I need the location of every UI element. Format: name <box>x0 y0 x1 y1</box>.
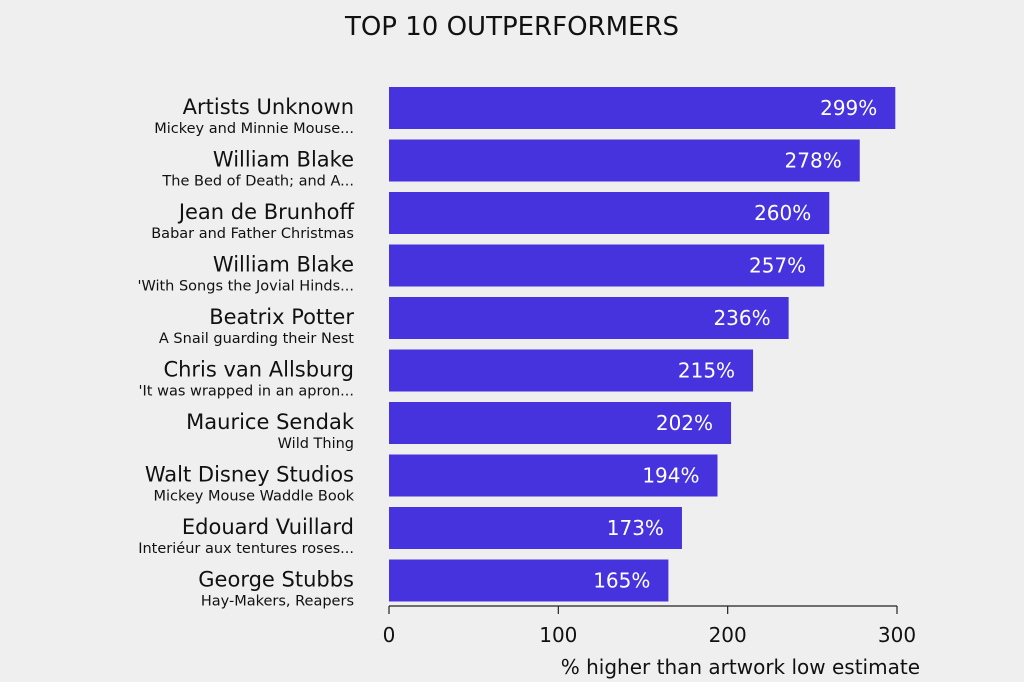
bar <box>389 297 789 339</box>
bars-group: 299% 278% 260% 257% 236% 215% 202% 194% 173% 165% <box>389 87 896 602</box>
artwork-label: Hay-Makers, Reapers <box>201 594 354 610</box>
x-axis-label: % higher than artwork low estimate <box>561 655 920 679</box>
artwork-label: The Bed of Death; and A... <box>161 174 354 190</box>
artwork-label: 'It was wrapped in an apron... <box>139 384 354 400</box>
bar-value-label: 215% <box>678 359 735 383</box>
bar-value-label: 257% <box>749 254 806 278</box>
category-labels: Artists Unknown Mickey and Minnie Mouse..… <box>137 95 354 610</box>
artwork-label: Mickey Mouse Waddle Book <box>153 489 354 505</box>
artist-label: Jean de Brunhoff <box>177 200 355 224</box>
artist-label: William Blake <box>213 148 354 172</box>
x-tick-label: 100 <box>539 623 577 647</box>
bar <box>389 244 825 287</box>
artwork-label: Mickey and Minnie Mouse... <box>154 121 354 137</box>
bar <box>389 402 732 444</box>
bar-value-label: 299% <box>820 96 877 120</box>
bar-value-label: 173% <box>607 516 664 540</box>
artwork-label: Wild Thing <box>278 436 354 452</box>
artwork-label: Babar and Father Christmas <box>151 226 354 242</box>
artwork-label: 'With Songs the Jovial Hinds... <box>137 279 354 295</box>
x-tick-label: 300 <box>878 623 916 647</box>
bar-value-label: 202% <box>656 411 713 435</box>
bar-value-label: 165% <box>593 569 650 593</box>
artist-label: Maurice Sendak <box>186 410 355 434</box>
bar-value-label: 194% <box>642 464 699 488</box>
artist-label: William Blake <box>213 253 354 277</box>
bar <box>389 192 830 234</box>
x-tick-label: 0 <box>383 623 396 647</box>
artist-label: Artists Unknown <box>183 95 354 119</box>
artist-label: Walt Disney Studios <box>145 463 354 487</box>
bar <box>389 454 718 497</box>
artist-label: Beatrix Potter <box>209 305 354 329</box>
bar <box>389 87 896 129</box>
bar-value-label: 236% <box>713 306 770 330</box>
x-tick-label: 200 <box>709 623 747 647</box>
artist-label: Chris van Allsburg <box>163 358 354 382</box>
bar-value-label: 260% <box>754 201 811 225</box>
artwork-label: A Snail guarding their Nest <box>159 331 354 347</box>
artist-label: George Stubbs <box>198 568 354 592</box>
artwork-label: Interiéur aux tentures roses... <box>138 541 354 557</box>
x-axis-ticks: 0 100 200 300 <box>383 606 916 647</box>
bar <box>389 559 669 602</box>
bar-value-label: 278% <box>785 149 842 173</box>
bar <box>389 349 754 392</box>
artist-label: Edouard Vuillard <box>182 515 354 539</box>
bar <box>389 507 682 549</box>
chart-title: TOP 10 OUTPERFORMERS <box>344 12 679 42</box>
bar <box>389 139 860 182</box>
